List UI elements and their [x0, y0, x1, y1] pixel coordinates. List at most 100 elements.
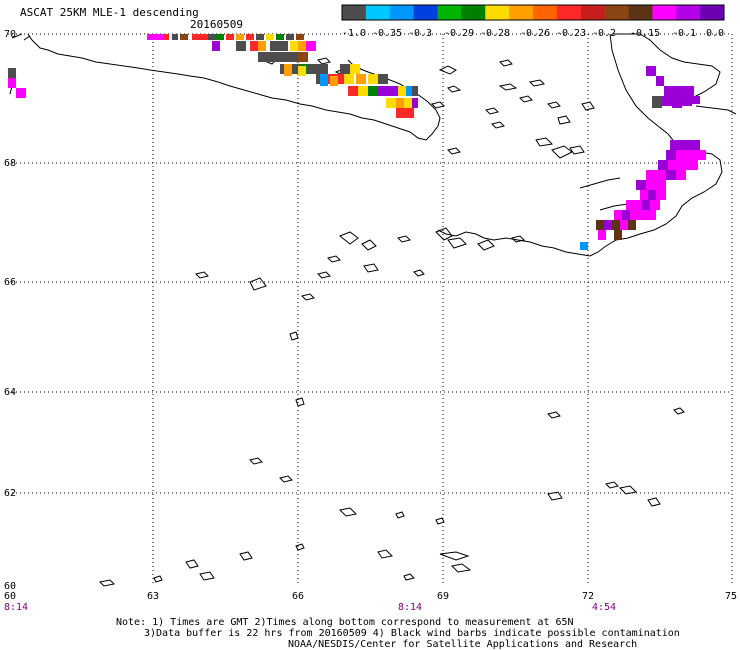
colorbar-border: [341, 4, 725, 21]
wind-data-cell: [648, 190, 656, 200]
wind-data-cell: [680, 140, 690, 150]
wind-data-cell: [630, 210, 638, 220]
lat-label: 66: [4, 277, 16, 288]
wind-data-cell: [348, 86, 358, 96]
footer-note-1: Note: 1) Times are GMT 2)Times along bot…: [116, 617, 574, 628]
wind-data-cell: [642, 200, 650, 210]
wind-data-cell: [672, 96, 682, 108]
lon-label: 75: [725, 591, 737, 602]
wind-data-cell: [666, 150, 676, 160]
wind-data-cell: [646, 66, 656, 76]
colorbar: [341, 4, 725, 21]
colorbar-swatch: [628, 5, 653, 20]
lat-label: 70: [4, 29, 16, 40]
wind-data-cell: [388, 86, 398, 96]
wind-data-cell: [378, 86, 388, 96]
colorbar-tick-label: -0.28: [480, 28, 510, 39]
colorbar-swatch: [413, 5, 439, 20]
wind-data-cell: [258, 52, 268, 62]
wind-data-cell: [358, 86, 368, 96]
wind-data-cell: [308, 64, 318, 74]
wind-data-cell: [286, 34, 294, 40]
footer-credit: NOAA/NESDIS/Center for Satellite Applica…: [288, 639, 637, 650]
wind-data-cell: [298, 66, 306, 76]
lat-label: 64: [4, 387, 16, 398]
wind-data-cell: [646, 210, 656, 220]
colorbar-swatch: [365, 5, 391, 20]
wind-data-cell: [658, 160, 668, 170]
colorbar-tick-label: -0.29: [444, 28, 474, 39]
colorbar-tick-label: -0.23: [556, 28, 586, 39]
wind-data-cell: [656, 76, 664, 86]
wind-data-cell: [200, 34, 208, 40]
colorbar-swatch: [342, 5, 367, 20]
colorbar-swatch: [509, 5, 534, 20]
wind-data-cell: [622, 210, 630, 220]
wind-data-cell: [344, 74, 354, 84]
lon-label: 66: [292, 591, 304, 602]
wind-data-cell: [336, 74, 344, 84]
wind-data-cell: [256, 34, 264, 40]
colorbar-tick-label: -0.26: [520, 28, 550, 39]
wind-data-cell: [216, 34, 224, 40]
wind-data-cell: [396, 108, 406, 118]
wind-data-cell: [368, 74, 378, 84]
wind-data-cell: [652, 96, 662, 108]
wind-data-cell: [320, 74, 328, 86]
wind-data-cell: [656, 180, 666, 190]
wind-data-cell: [404, 98, 412, 108]
wind-data-cell: [656, 190, 666, 200]
colorbar-swatch: [461, 5, 486, 20]
wind-data-cell: [638, 210, 646, 220]
wind-data-cell: [396, 98, 404, 108]
wind-data-cell: [246, 34, 254, 40]
wind-data-cell: [614, 210, 622, 220]
colorbar-swatch: [676, 5, 701, 20]
wind-data-cell: [612, 220, 620, 230]
wind-data-cell: [406, 108, 414, 118]
wind-data-cell: [398, 86, 406, 96]
wind-data-cell: [212, 41, 220, 51]
wind-data-cell: [278, 52, 288, 62]
graticule: [8, 33, 733, 586]
wind-data-cell: [172, 34, 178, 40]
wind-data-cell: [8, 78, 16, 88]
wind-data-cell: [298, 52, 308, 62]
wind-data-cell: [676, 150, 686, 160]
lat-label: 62: [4, 488, 16, 499]
wind-data-cell: [412, 86, 418, 96]
wind-data-cell: [682, 96, 692, 106]
time-label: 4:54: [592, 602, 616, 613]
wind-data-cell: [674, 86, 684, 96]
wind-data-cell: [690, 140, 700, 150]
wind-data-cell: [163, 34, 169, 40]
colorbar-labels: -1.0 -0.35 -0.3 -0.29 -0.28 -0.26 -0.23 -0.2 -0.…: [342, 28, 724, 39]
wind-data-cell: [8, 68, 16, 78]
wind-data-cells: [8, 34, 706, 250]
wind-data-cell: [280, 41, 288, 51]
wind-data-cell: [236, 41, 246, 51]
wind-data-cell: [298, 41, 306, 51]
wind-data-cell: [412, 98, 418, 108]
coastline: [7, 33, 737, 587]
wind-data-cell: [192, 34, 200, 40]
wind-data-cell: [296, 34, 304, 40]
wind-data-cell: [620, 220, 628, 230]
wind-data-cell: [268, 52, 278, 62]
wind-data-cell: [604, 220, 612, 230]
time-label: 8:14: [4, 602, 28, 613]
colorbar-tick-label: -1.0: [342, 28, 366, 39]
longitude-labels: 60 63 66 69 72 75: [4, 591, 737, 602]
colorbar-swatch: [389, 5, 415, 20]
wind-data-cell: [686, 150, 696, 160]
colorbar-swatch: [533, 5, 558, 20]
wind-data-cell: [340, 64, 350, 74]
colorbar-tick-label: -0.15: [630, 28, 660, 39]
wind-data-cell: [596, 220, 604, 230]
wind-data-cell: [306, 41, 316, 51]
wind-data-cell: [640, 190, 648, 200]
wind-data-cell: [147, 34, 155, 40]
colorbar-swatch: [700, 5, 725, 20]
wind-data-cell: [155, 34, 163, 40]
